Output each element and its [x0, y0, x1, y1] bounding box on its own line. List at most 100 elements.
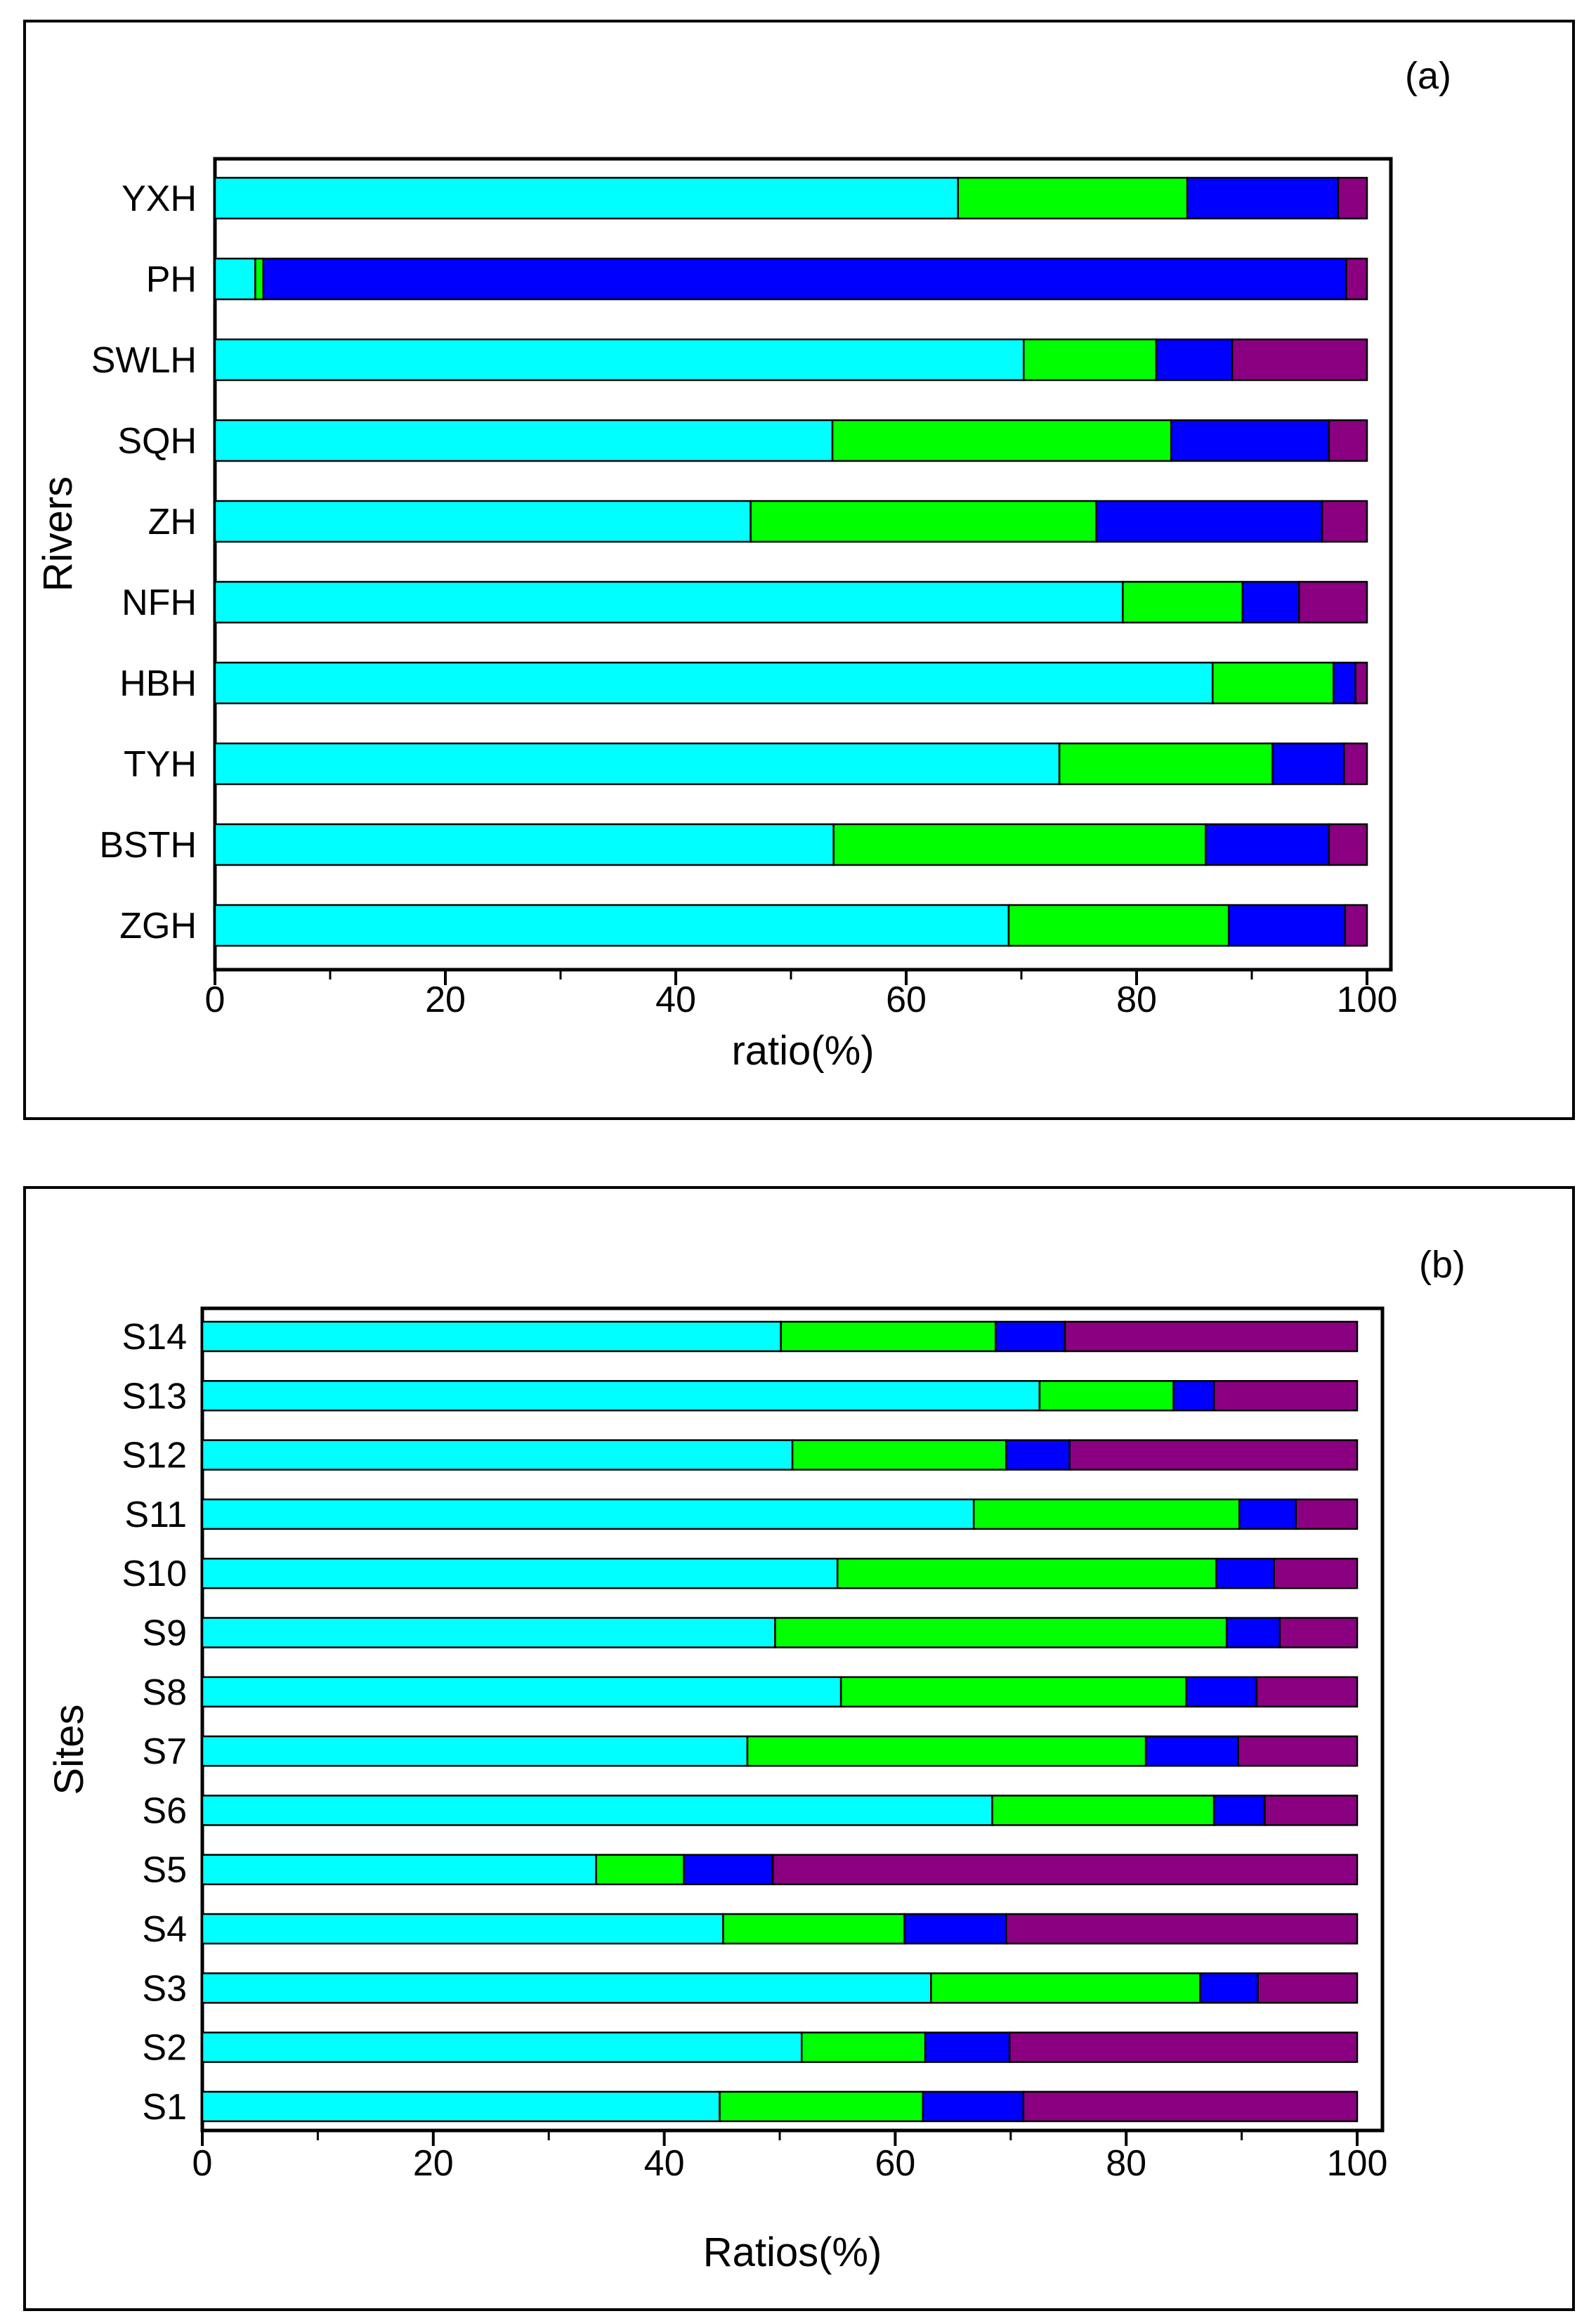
panel-a-category-label: TYH: [124, 744, 197, 785]
panel-b-frame: [23, 1186, 1575, 2311]
panel-b-bar-s8-pfcas-4-6c: [201, 1676, 842, 1708]
panel-a-category-label: NFH: [122, 583, 197, 623]
panel-b-bar-s4-pfcas-7-14c: [722, 1913, 905, 1945]
panel-a-bar-bsth-pfsas-4-6c: [1205, 823, 1330, 866]
panel-a-bar-bsth-pfsas-8c: [1328, 823, 1368, 866]
panel-b-category-label: S11: [124, 1495, 187, 1535]
panel-a-x-tick-label: 60: [886, 980, 927, 1020]
panel-a-bar-nfh-pfsas-4-6c: [1241, 580, 1300, 624]
panel-a-bar-ph-pfsas-8c: [1345, 257, 1368, 301]
panel-a-x-tick-label: 20: [425, 980, 466, 1020]
panel-b-bar-s11-pfcas-4-6c: [201, 1498, 975, 1530]
panel-b-bar-s2-pfcas-7-14c: [800, 2031, 927, 2063]
panel-b-category-label: S5: [142, 1850, 187, 1891]
panel-b-x-tick-label: 0: [192, 2143, 213, 2184]
panel-b-bar-s12-pfcas-7-14c: [791, 1439, 1007, 1471]
panel-a-category-label: SWLH: [91, 340, 197, 381]
panel-a-bar-hbh-pfsas-4-6c: [1333, 661, 1356, 705]
panel-a-plot-area: [213, 157, 1393, 972]
panel-a-bar-ph-pfcas-8-14c: [254, 257, 265, 301]
panel-b-bar-s13-pfcas-7-14c: [1038, 1380, 1175, 1412]
panel-a-bar-zh-pfcas-8-14c: [750, 500, 1097, 543]
panel-a-bar-nfh-pfsas-8c: [1297, 580, 1368, 624]
panel-b-bar-s8-pfsas-4c: [1185, 1676, 1258, 1708]
panel-b-bar-s14-pfcas-7-14c: [780, 1320, 997, 1353]
panel-b-x-tick-label: 60: [875, 2143, 915, 2184]
panel-b-x-tick-label: 20: [413, 2143, 454, 2184]
panel-b-bar-s3-pfcas-4-6c: [201, 1972, 932, 2004]
panel-b-bar-s8-pfcas-7-14c: [839, 1676, 1187, 1708]
panel-b-bar-s5-pfcas-7-14c: [595, 1854, 685, 1885]
panel-b-bar-s11-pfsas-4c: [1238, 1498, 1297, 1530]
panel-a-category-label: YXH: [122, 178, 197, 219]
panel-b-category-label: S1: [142, 2087, 187, 2128]
panel-b-bar-s7-pfsas-6-8c: [1237, 1735, 1359, 1767]
panel-b-bar-s9-pfcas-7-14c: [774, 1617, 1228, 1648]
panel-a-bar-hbh-pfcas-4-7c: [214, 661, 1214, 705]
panel-a-bar-sqh-pfsas-4-6c: [1170, 419, 1330, 462]
panel-a-bar-yxh-pfcas-4-7c: [214, 176, 960, 220]
panel-b-bar-s7-pfcas-7-14c: [746, 1735, 1147, 1767]
panel-b-bar-s5-pfcas-4-6c: [201, 1854, 597, 1885]
panel-a-x-tick-label: 100: [1337, 980, 1398, 1020]
panel-a-bar-zgh-pfcas-8-14c: [1007, 904, 1230, 947]
panel-a: (a) ratio(%) Rivers YXH PH SWLH SQH ZH NFH HBH…: [23, 20, 1575, 1120]
panel-a-bar-hbh-pfcas-8-14c: [1211, 661, 1335, 705]
panel-b-bar-s10-pfcas-7-14c: [836, 1557, 1217, 1589]
panel-a-bar-nfh-pfcas-8-14c: [1122, 580, 1244, 624]
panel-b: (b) Ratios(%) Sites S14S13S12S11S10S9S8S…: [23, 1186, 1575, 2311]
panel-a-bar-yxh-pfsas-4-6c: [1186, 176, 1340, 220]
panel-a-bar-sqh-pfcas-8-14c: [831, 419, 1172, 462]
panel-a-bar-zh-pfsas-8c: [1321, 500, 1368, 543]
panel-b-bar-s7-pfsas-4c: [1144, 1735, 1239, 1767]
panel-b-y-axis-title: Sites: [46, 1705, 92, 1795]
panel-b-bar-s3-pfcas-7-14c: [930, 1972, 1201, 2004]
panel-a-bar-tyh-pfsas-8c: [1342, 742, 1368, 786]
panel-a-bar-ph-pfsas-4-6c: [262, 257, 1347, 301]
panel-b-bar-s10-pfsas-4c: [1215, 1557, 1275, 1589]
panel-b-bar-s8-pfsas-6-8c: [1255, 1676, 1359, 1708]
panel-b-category-label: S13: [122, 1376, 187, 1417]
panel-b-bars: [201, 1320, 1359, 2123]
panel-b-bar-s9-pfsas-6-8c: [1278, 1617, 1359, 1648]
panel-b-bar-s5-pfsas-6-8c: [771, 1854, 1359, 1885]
panel-a-x-tick-label: 80: [1116, 980, 1157, 1020]
panel-b-category-label: S6: [142, 1790, 187, 1831]
panel-a-x-axis-title: ratio(%): [731, 1028, 874, 1074]
panel-a-bar-nfh-pfcas-4-7c: [214, 580, 1124, 624]
panel-b-x-axis-title: Ratios(%): [703, 2230, 882, 2275]
panel-a-category-label: ZH: [148, 502, 197, 542]
panel-a-bar-yxh-pfsas-8c: [1337, 176, 1368, 220]
panel-b-category-label: S8: [142, 1672, 187, 1713]
panel-a-bar-swlh-pfsas-8c: [1231, 338, 1368, 382]
panel-a-category-label: PH: [146, 259, 197, 300]
panel-a-bar-bsth-pfcas-4-7c: [214, 823, 835, 866]
panel-b-bar-s4-pfsas-4c: [903, 1913, 1007, 1945]
panel-a-bar-bsth-pfcas-8-14c: [832, 823, 1207, 866]
panel-b-plot-area: [200, 1306, 1385, 2133]
panel-b-category-label: S7: [142, 1731, 187, 1772]
panel-b-bar-s4-pfsas-6-8c: [1005, 1913, 1359, 1945]
panel-b-bar-s11-pfcas-7-14c: [972, 1498, 1241, 1530]
panel-b-bar-s1-pfsas-4c: [922, 2090, 1025, 2123]
panel-b-axes: S14 S13 S12 S11 S10 S9 S8 S7 S6 S5 S4 S3 S2 S10 20 40 60…: [122, 1317, 1387, 2184]
panel-a-bar-tyh-pfcas-4-7c: [214, 742, 1061, 786]
panel-b-bar-s2-pfsas-6-8c: [1008, 2031, 1359, 2063]
panel-a-category-label: ZGH: [119, 906, 197, 946]
panel-b-bar-s1-pfsas-6-8c: [1022, 2090, 1359, 2123]
panel-b-bar-s14-pfsas-6-8c: [1064, 1320, 1359, 1353]
panel-b-bar-s1-pfcas-4-6c: [201, 2090, 721, 2123]
panel-b-category-label: S2: [142, 2028, 187, 2069]
panel-b-bar-s12-pfcas-4-6c: [201, 1439, 794, 1471]
panel-a-frame: [23, 20, 1575, 1120]
panel-b-bar-s13-pfsas-4c: [1172, 1380, 1215, 1412]
panel-b-bar-s9-pfcas-4-6c: [201, 1617, 776, 1648]
panel-b-x-tick-label: 40: [644, 2143, 685, 2184]
panel-b-bar-s12-pfsas-4c: [1005, 1439, 1071, 1471]
panel-a-bars: [214, 176, 1368, 947]
panel-b-x-tick-label: 80: [1106, 2143, 1146, 2184]
panel-b-category-label: S12: [122, 1436, 187, 1476]
panel-b-bar-s4-pfcas-4-6c: [201, 1913, 724, 1945]
panel-b-bar-s7-pfcas-4-6c: [201, 1735, 749, 1767]
